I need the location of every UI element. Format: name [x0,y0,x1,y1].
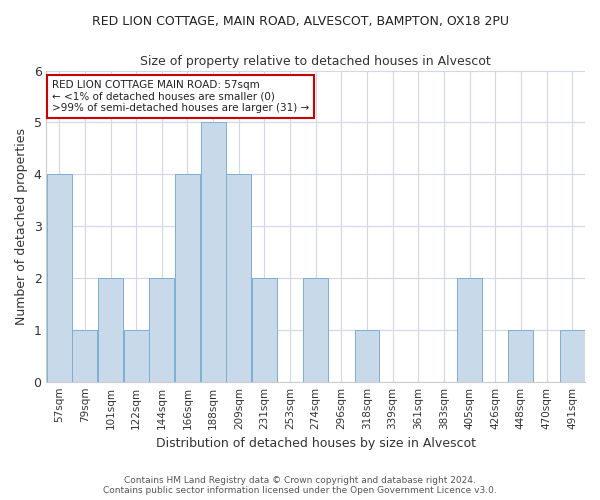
Bar [98,278,123,382]
Bar [149,278,174,382]
Title: Size of property relative to detached houses in Alvescot: Size of property relative to detached ho… [140,55,491,68]
X-axis label: Distribution of detached houses by size in Alvescot: Distribution of detached houses by size … [156,437,476,450]
Bar [457,278,482,382]
Text: RED LION COTTAGE, MAIN ROAD, ALVESCOT, BAMPTON, OX18 2PU: RED LION COTTAGE, MAIN ROAD, ALVESCOT, B… [91,15,509,28]
Bar [200,122,226,382]
Bar [226,174,251,382]
Text: Contains HM Land Registry data © Crown copyright and database right 2024.
Contai: Contains HM Land Registry data © Crown c… [103,476,497,495]
Bar [355,330,379,382]
Bar [560,330,584,382]
Bar [175,174,200,382]
Bar [124,330,149,382]
Text: RED LION COTTAGE MAIN ROAD: 57sqm
← <1% of detached houses are smaller (0)
>99% : RED LION COTTAGE MAIN ROAD: 57sqm ← <1% … [52,80,309,113]
Bar [252,278,277,382]
Y-axis label: Number of detached properties: Number of detached properties [15,128,28,324]
Bar [47,174,71,382]
Bar [73,330,97,382]
Bar [303,278,328,382]
Bar [508,330,533,382]
